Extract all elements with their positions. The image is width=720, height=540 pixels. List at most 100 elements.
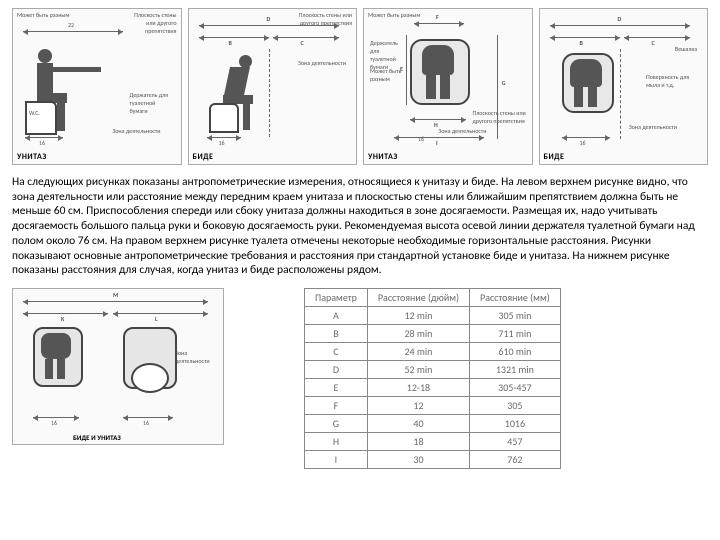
- note: Зона деятельности: [112, 127, 160, 135]
- table-cell: D: [305, 361, 368, 379]
- dim-value: G: [502, 79, 506, 87]
- toilet: [25, 101, 57, 135]
- dim-value: B: [580, 39, 583, 47]
- dim-value: 16: [580, 139, 586, 147]
- dim-value: D: [618, 15, 622, 23]
- shoulders: [422, 45, 454, 75]
- dim-B: [550, 37, 620, 38]
- body-paragraph: На следующих рисунках показаны антропоме…: [12, 175, 708, 278]
- table-cell: 305: [470, 397, 561, 415]
- table-row: C24 min610 min: [305, 343, 561, 361]
- diagram-label: УНИТАЗ: [368, 152, 398, 162]
- table-cell: 24 min: [367, 343, 469, 361]
- diagram-bidet-side: Плоскость стены или другого препятствия …: [188, 8, 358, 165]
- leg: [588, 87, 597, 107]
- bidet: [209, 103, 239, 133]
- dim-seat-r: [123, 417, 173, 418]
- dim-E: [406, 35, 407, 105]
- table-row: H18457: [305, 433, 561, 451]
- dim-value: H: [434, 121, 438, 129]
- diagram-bidet-plan: D B C Вешалка Поверхность для мыла и т.д…: [539, 8, 709, 165]
- table-cell: 12 min: [367, 307, 469, 325]
- leg: [45, 359, 53, 379]
- dim-value: F: [436, 13, 439, 21]
- note: Держатель для туалетной бумаги: [130, 91, 175, 115]
- dim-B: [199, 37, 269, 38]
- dim-value: B: [229, 39, 232, 47]
- dim-value: D: [267, 15, 271, 23]
- dim-value: C: [652, 39, 655, 47]
- table-cell: 305-457: [470, 379, 561, 397]
- dim-C: [624, 37, 690, 38]
- bottom-row: M K L Зона деятельности 16 16 БИДЕ И УНИ…: [12, 288, 708, 469]
- table-cell: 1016: [470, 415, 561, 433]
- dim-value: I: [436, 139, 438, 147]
- dim-value: L: [155, 315, 158, 323]
- note: Может быть разным: [368, 11, 420, 19]
- dim-D: [199, 25, 339, 26]
- shoulders: [41, 333, 71, 359]
- divider: [620, 49, 621, 139]
- dim-I: [394, 137, 484, 138]
- divider: [269, 49, 270, 137]
- dim-value: E: [400, 65, 403, 73]
- table-cell: 52 min: [367, 361, 469, 379]
- dim-seat: [562, 137, 610, 138]
- shin: [243, 104, 250, 130]
- table-cell: B: [305, 325, 368, 343]
- dim-C: [273, 37, 339, 38]
- table-cell: 12-18: [367, 379, 469, 397]
- dim-span: [23, 31, 123, 32]
- table-header-row: Параметр Расстояние (дюйм) Расстояние (м…: [305, 289, 561, 307]
- table-cell: 18: [367, 433, 469, 451]
- table-cell: 711 min: [470, 325, 561, 343]
- table-row: F12305: [305, 397, 561, 415]
- dim-value: 22: [68, 21, 74, 29]
- table-cell: 762: [470, 451, 561, 469]
- note: Зона деятельности: [298, 59, 348, 67]
- dim-seat-l: [33, 417, 79, 418]
- dim-D: [550, 25, 690, 26]
- arm: [53, 67, 101, 72]
- table-cell: 305 min: [470, 307, 561, 325]
- table-cell: E: [305, 379, 368, 397]
- table-cell: H: [305, 433, 368, 451]
- col-inches: Расстояние (дюйм): [367, 289, 469, 307]
- torso: [37, 63, 53, 93]
- table-cell: A: [305, 307, 368, 325]
- table-cell: 610 min: [470, 343, 561, 361]
- diagram-toilet-plan: Может быть разным F Держатель для туалет…: [363, 8, 533, 165]
- dim-seat: [207, 137, 241, 138]
- note: Может быть разным: [370, 67, 404, 83]
- table-cell: G: [305, 415, 368, 433]
- leg: [57, 359, 65, 379]
- top-diagram-row: Может быть разным Плоскость стены или др…: [12, 8, 708, 165]
- dim-value: K: [61, 315, 64, 323]
- table-cell: 28 min: [367, 325, 469, 343]
- table-row: E12-18305-457: [305, 379, 561, 397]
- dim-M: [23, 301, 208, 302]
- dim-K: [23, 313, 108, 314]
- table-cell: 12: [367, 397, 469, 415]
- table-cell: C: [305, 343, 368, 361]
- table-cell: 40: [367, 415, 469, 433]
- diagram-label: УНИТАЗ: [17, 152, 47, 162]
- dim-value: 16: [39, 139, 45, 147]
- dim-value: 16: [418, 135, 424, 143]
- note: Плоскость стены или другого препятствия: [473, 109, 528, 125]
- dim-seat: [25, 137, 63, 138]
- wc-label: W.C.: [29, 109, 40, 117]
- table-row: B28 min711 min: [305, 325, 561, 343]
- table-cell: F: [305, 397, 368, 415]
- note: Зона деятельности: [175, 349, 211, 365]
- leg: [440, 75, 450, 99]
- table-cell: 457: [470, 433, 561, 451]
- table-row: A12 min305 min: [305, 307, 561, 325]
- dim-value: C: [301, 39, 304, 47]
- table-cell: 1321 min: [470, 361, 561, 379]
- table-row: G401016: [305, 415, 561, 433]
- dim-L: [113, 313, 208, 314]
- diagram-label: БИДЕ: [544, 152, 565, 162]
- dimensions-table: Параметр Расстояние (дюйм) Расстояние (м…: [304, 288, 561, 469]
- note: Зона деятельности: [629, 123, 677, 131]
